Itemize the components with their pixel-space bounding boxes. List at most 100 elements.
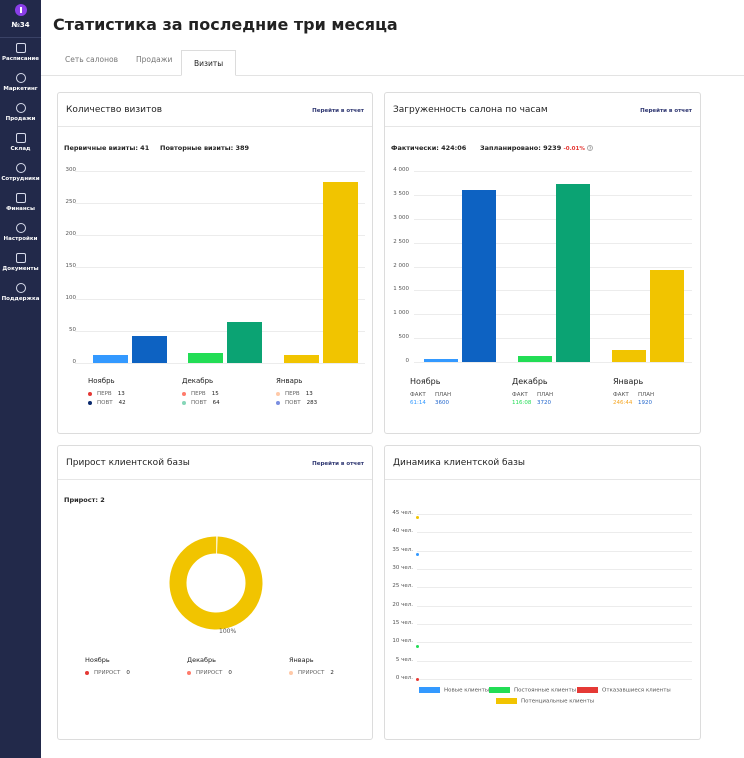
gridline [417,679,692,680]
page-title: Статистика за последние три месяца [53,15,398,34]
y-tick-label: 25 чел. [392,583,413,590]
gridline [417,587,692,589]
legend-value: 283 [306,400,318,406]
legend-value: 42 [118,400,126,406]
dynamics-card: Динамика клиентской базы 0 чел. 5 чел. 10 … [384,445,701,740]
visits-card: Количество визитов Перейти в отчет Перви… [57,92,373,434]
chat-icon [15,73,26,83]
legend-dot [88,400,92,405]
tab-sales[interactable]: Продажи [136,55,173,64]
sidebar-item-support[interactable]: Поддержка [0,283,41,302]
legend-swatch [577,687,598,693]
legend-row: ПРИРОСТ 0 [85,670,130,676]
y-tick-label: 10 чел. [392,638,413,645]
y-tick-label: 150 [65,263,77,269]
y-tick-label: 30 чел. [392,565,413,571]
sidebar-item-staff[interactable]: Сотрудники [0,163,41,182]
data-point [416,516,419,520]
sidebar-item-schedule[interactable]: Расписание [0,43,41,62]
sidebar-item-documents[interactable]: Документы [0,253,41,272]
legend-row: ПРИРОСТ 2 [289,670,334,676]
gear-icon [15,223,26,233]
legend-value: 64 [212,400,220,406]
data-point [416,552,419,556]
legend-dot [276,400,280,405]
sidebar-item-sales[interactable]: Продажи [0,103,41,122]
y-tick-label: 300 [65,167,77,173]
sidebar-item-warehouse[interactable]: Склад [0,133,41,152]
bar-план [462,190,496,362]
gridline [75,299,365,300]
sidebar-item-marketing[interactable]: Маркетинг [0,73,41,92]
sidebar-item-finance[interactable]: Финансы [0,193,41,212]
legend-dot [85,670,89,675]
legend-label: ПОВТ [191,400,207,406]
planned-delta: -0.01% [563,146,585,152]
month-label: Январь [613,377,644,386]
legend-item: Новые клиенты [419,687,489,694]
data-point [416,644,419,648]
tab-salon-network[interactable]: Сеть салонов [65,55,119,64]
legend-dot [182,391,186,396]
y-tick-label: 5 чел. [395,656,413,663]
gridline [75,235,365,236]
gridline [414,362,692,363]
y-tick-label: 3 500 [393,190,409,197]
legend-swatch [419,687,440,693]
card-header: Динамика клиентской базы [385,446,700,480]
legend-dot [182,400,186,405]
report-link[interactable]: Перейти в отчет [640,108,692,114]
card-header: Прирост клиентской базы Перейти в отчет [58,446,372,480]
fact-label: ФАКТ [410,392,426,398]
card-title: Прирост клиентской базы [66,458,190,468]
gridline [417,569,692,570]
legend-row: ПОВТ 283 [276,400,317,406]
legend-row: ПОВТ 42 [88,400,126,406]
y-tick-label: 2 500 [393,238,409,245]
y-tick-label: 45 чел. [392,510,413,516]
sidebar-item-label: Финансы [6,206,35,212]
report-link[interactable]: Перейти в отчет [312,461,364,467]
sidebar-item-label: Документы [2,266,39,272]
bar-план [650,270,684,362]
donut-slice [169,536,263,630]
gridline [414,242,692,244]
y-tick-label: 200 [65,231,77,237]
y-tick-label: 0 чел. [395,675,413,681]
y-tick-label: 250 [65,199,77,205]
wallet-icon [15,193,26,203]
planned-hours-total: Запланировано: 9239 -0.01% ? [480,144,594,152]
gridline [414,290,692,292]
bar-факт [612,350,646,362]
y-tick-label: 0 [405,358,410,364]
sidebar-item-settings[interactable]: Настройки [0,223,41,242]
report-link[interactable]: Перейти в отчет [312,108,364,114]
tabs-divider [41,75,744,76]
gridline [417,642,692,644]
y-tick-label: 100 [65,295,77,301]
sidebar-item-label: Маркетинг [3,86,38,92]
help-icon[interactable]: ? [587,145,594,151]
month-label: Декабрь [182,377,214,385]
plan-label: ПЛАН [537,392,554,398]
sidebar-item-label: Сотрудники [1,176,40,182]
y-tick-label: 500 [398,334,410,341]
branch-badge: №34 [11,21,30,29]
sidebar-item-label: Расписание [1,56,39,62]
legend-label: ПРИРОСТ [94,670,121,676]
legend-row: ПОВТ 64 [182,400,220,406]
brand-logo[interactable]: №34 [0,4,41,29]
legend-label: Новые клиенты [444,687,490,694]
growth-donut [169,536,263,630]
gridline [417,514,692,515]
sidebar-item-label: Настройки [3,236,38,242]
gridline [417,624,692,625]
tab-visits[interactable]: Визиты [181,50,237,76]
legend-value: 2 [330,670,334,676]
gridline [414,266,692,268]
gridline [414,314,692,316]
legend-value: 0 [126,670,130,676]
legend-label: Потенциальные клиенты [521,698,595,705]
user-icon [15,163,26,173]
load-card: Загруженность салона по часам Перейти в … [384,92,701,434]
